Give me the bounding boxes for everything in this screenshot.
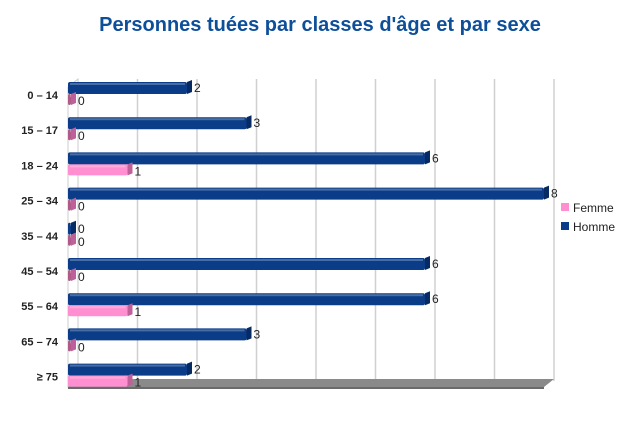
- bar-femme-side: [71, 268, 76, 281]
- category-label: 25 – 34: [21, 196, 59, 208]
- legend-swatch-homme: [561, 222, 569, 230]
- data-label-homme: 6: [432, 292, 439, 306]
- data-label-femme: 0: [78, 94, 85, 108]
- bar-femme: [68, 129, 71, 141]
- bar-femme-highlight: [70, 165, 126, 168]
- bar-homme-highlight: [70, 259, 423, 261]
- category-label: 15 – 17: [21, 125, 58, 137]
- category-label: 18 – 24: [21, 160, 59, 172]
- bar-homme: [68, 328, 247, 341]
- bar-homme-highlight: [70, 188, 542, 191]
- bar-homme-side: [71, 220, 76, 235]
- bar-homme: [68, 187, 544, 200]
- bar-homme: [68, 117, 247, 130]
- bar-femme-highlight: [70, 95, 71, 97]
- bar-homme: [68, 258, 425, 270]
- data-label-homme: 6: [432, 257, 439, 271]
- data-label-homme: 2: [194, 81, 201, 95]
- bar-femme: [68, 305, 128, 317]
- bar-homme-side: [425, 256, 430, 270]
- bar-homme-side: [425, 150, 430, 165]
- bar-homme-highlight: [70, 294, 423, 297]
- bar-femme-highlight: [70, 341, 71, 344]
- bar-femme: [68, 234, 71, 246]
- category-label: 65 – 74: [21, 336, 59, 348]
- chart-title: Personnes tuées par classes d'âge et par…: [99, 14, 541, 36]
- legend-label-homme: Homme: [573, 220, 615, 234]
- floor: [68, 379, 554, 387]
- bar-femme: [68, 270, 71, 281]
- bar-femme: [68, 199, 71, 211]
- bar-homme: [68, 152, 425, 165]
- data-label-homme: 0: [78, 222, 85, 236]
- data-label-homme: 6: [432, 151, 439, 165]
- bar-homme-highlight: [70, 364, 185, 367]
- bar-femme-highlight: [70, 235, 71, 238]
- bar-homme-side: [187, 361, 192, 376]
- bar-homme-side: [187, 80, 192, 94]
- legend-swatch-femme: [561, 203, 569, 211]
- bar-femme-highlight: [70, 271, 71, 273]
- bar-femme-side: [127, 162, 133, 176]
- data-label-femme: 1: [135, 376, 142, 390]
- bar-femme-side: [71, 92, 76, 105]
- bar-homme-highlight: [70, 118, 245, 121]
- bar-homme: [68, 363, 187, 376]
- data-label-femme: 1: [135, 164, 142, 178]
- bar-homme-side: [246, 115, 252, 130]
- bar-homme-highlight: [70, 329, 245, 332]
- bar-homme-side: [246, 326, 252, 341]
- bar-femme-highlight: [70, 200, 71, 203]
- bar-femme: [68, 94, 71, 105]
- bar-femme-highlight: [70, 376, 126, 379]
- data-label-femme: 0: [78, 340, 85, 354]
- bar-homme-highlight: [70, 153, 423, 156]
- category-label: 0 – 14: [27, 90, 58, 102]
- bar-homme: [68, 222, 71, 235]
- bar-femme-side: [127, 303, 133, 317]
- bar-femme-side: [71, 232, 76, 246]
- bar-femme-side: [71, 338, 76, 352]
- data-label-homme: 3: [254, 116, 261, 130]
- bar-femme-highlight: [70, 130, 71, 133]
- category-label: 45 – 54: [21, 266, 59, 278]
- bar-femme: [68, 340, 71, 352]
- data-label-femme: 0: [78, 270, 85, 284]
- bar-femme-highlight: [70, 306, 126, 309]
- bar-homme-highlight: [70, 83, 185, 85]
- bar-homme: [68, 293, 425, 306]
- category-label: ≥ 75: [37, 372, 58, 384]
- data-label-homme: 2: [194, 363, 201, 377]
- bar-femme-side: [71, 127, 76, 141]
- bar-homme-highlight: [70, 223, 71, 226]
- data-label-femme: 1: [135, 305, 142, 319]
- category-label: 35 – 44: [21, 231, 59, 243]
- data-label-homme: 8: [551, 187, 558, 201]
- bar-femme-side: [127, 373, 133, 387]
- category-label: 55 – 64: [21, 301, 59, 313]
- bar-homme-side: [544, 185, 549, 200]
- data-label-homme: 3: [254, 327, 261, 341]
- data-label-femme: 0: [78, 129, 85, 143]
- data-label-femme: 0: [78, 235, 85, 249]
- bar-homme-side: [425, 291, 430, 306]
- legend-label-femme: Femme: [573, 201, 614, 215]
- bar-femme-side: [71, 197, 76, 211]
- bar-femme: [68, 375, 128, 387]
- floor-edge: [68, 387, 544, 389]
- bar-homme: [68, 82, 187, 94]
- data-label-femme: 0: [78, 200, 85, 214]
- bar-femme: [68, 164, 128, 176]
